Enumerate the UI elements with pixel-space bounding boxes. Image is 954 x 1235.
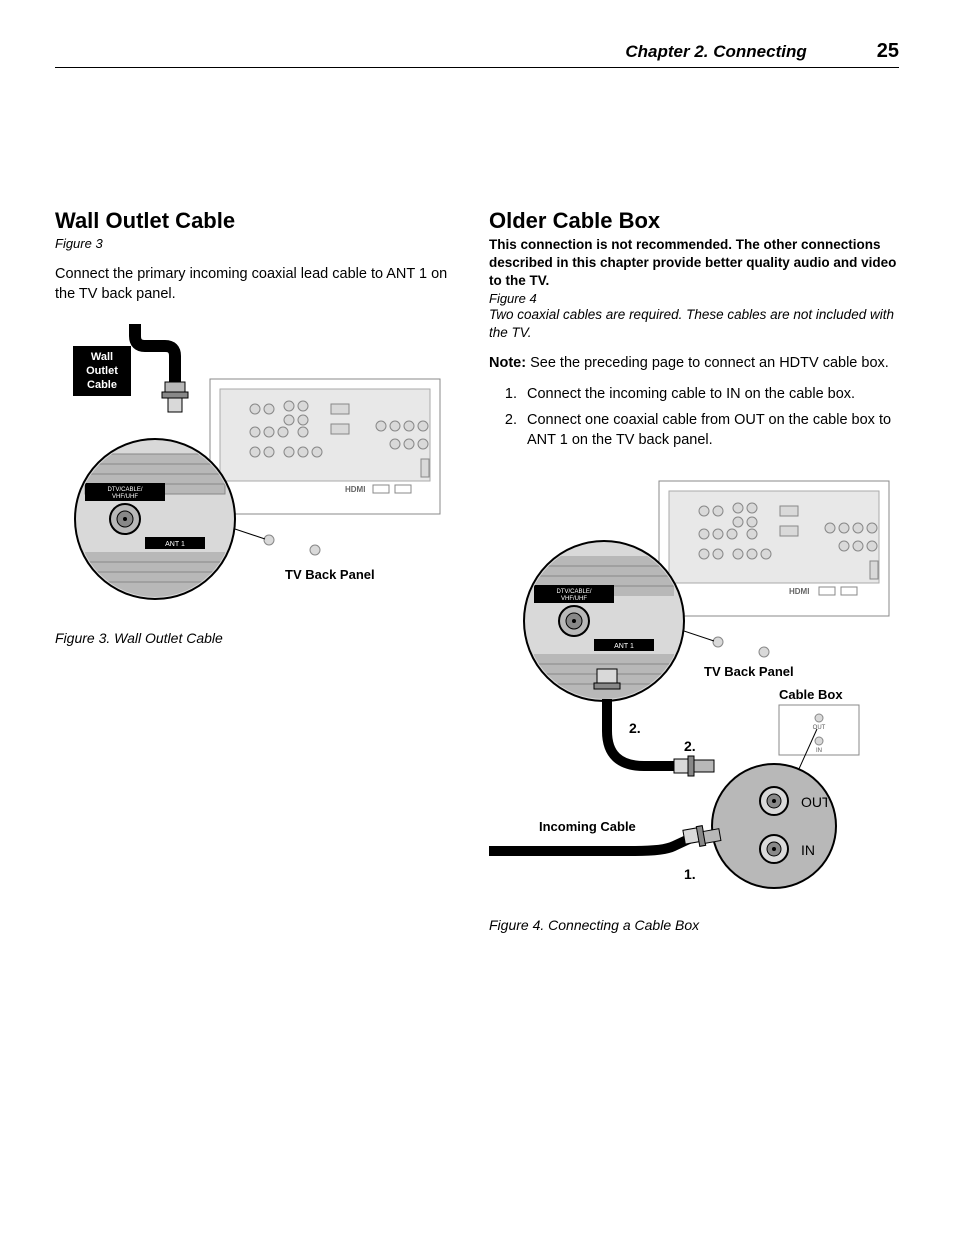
svg-text:Cable: Cable — [87, 379, 117, 391]
figure-3-ref: Figure 3 — [55, 236, 459, 251]
left-column: Wall Outlet Cable Figure 3 Connect the p… — [55, 208, 459, 933]
svg-text:VHF/UHF: VHF/UHF — [112, 494, 138, 500]
not-recommended-note: This connection is not recommended. The … — [489, 236, 899, 291]
svg-text:TV Back Panel: TV Back Panel — [704, 664, 794, 679]
svg-text:2.: 2. — [684, 738, 696, 754]
page-header: Chapter 2. Connecting 25 — [55, 40, 899, 68]
tv-back-panel-label: TV Back Panel — [285, 567, 375, 582]
step-1: Connect the incoming cable to IN on the … — [521, 384, 899, 404]
svg-text:IN: IN — [816, 748, 822, 754]
svg-text:Cable Box: Cable Box — [779, 687, 843, 702]
figure-4-ref: Figure 4 — [489, 291, 899, 306]
svg-text:OUT: OUT — [813, 725, 826, 731]
chapter-title: Chapter 2. Connecting — [625, 42, 806, 62]
svg-text:DTV/CABLE/: DTV/CABLE/ — [107, 487, 142, 493]
svg-text:VHF/UHF: VHF/UHF — [561, 596, 587, 602]
step-2: Connect one coaxial cable from OUT on th… — [521, 410, 899, 451]
svg-text:ANT 1: ANT 1 — [165, 541, 185, 548]
wall-outlet-body: Connect the primary incoming coaxial lea… — [55, 265, 459, 304]
figure-3-diagram: Wall Outlet Cable — [55, 324, 459, 614]
svg-text:HDMI: HDMI — [789, 587, 809, 596]
right-column: Older Cable Box This connection is not r… — [489, 208, 899, 933]
figure-4-diagram: HDMI DTV/CABLE/ VHF/UHF — [489, 471, 899, 901]
connection-steps: Connect the incoming cable to IN on the … — [489, 384, 899, 451]
wall-label-l1: Wall — [91, 351, 113, 363]
page-number: 25 — [877, 40, 899, 63]
figure-3-caption: Figure 3. Wall Outlet Cable — [55, 630, 459, 646]
svg-text:1.: 1. — [684, 866, 696, 882]
svg-text:Outlet: Outlet — [86, 365, 118, 377]
older-cable-box-heading: Older Cable Box — [489, 208, 899, 234]
svg-text:Incoming Cable: Incoming Cable — [539, 819, 636, 834]
content-columns: Wall Outlet Cable Figure 3 Connect the p… — [55, 208, 899, 933]
wall-outlet-heading: Wall Outlet Cable — [55, 208, 459, 234]
svg-text:ANT 1: ANT 1 — [614, 643, 634, 650]
svg-text:IN: IN — [801, 842, 815, 858]
two-cables-note: Two coaxial cables are required. These c… — [489, 306, 899, 342]
svg-text:HDMI: HDMI — [345, 485, 365, 494]
hdtv-note: Note: See the preceding page to connect … — [489, 354, 899, 374]
svg-text:DTV/CABLE/: DTV/CABLE/ — [556, 589, 591, 595]
figure-4-caption: Figure 4. Connecting a Cable Box — [489, 917, 899, 933]
svg-text:2.: 2. — [629, 720, 641, 736]
